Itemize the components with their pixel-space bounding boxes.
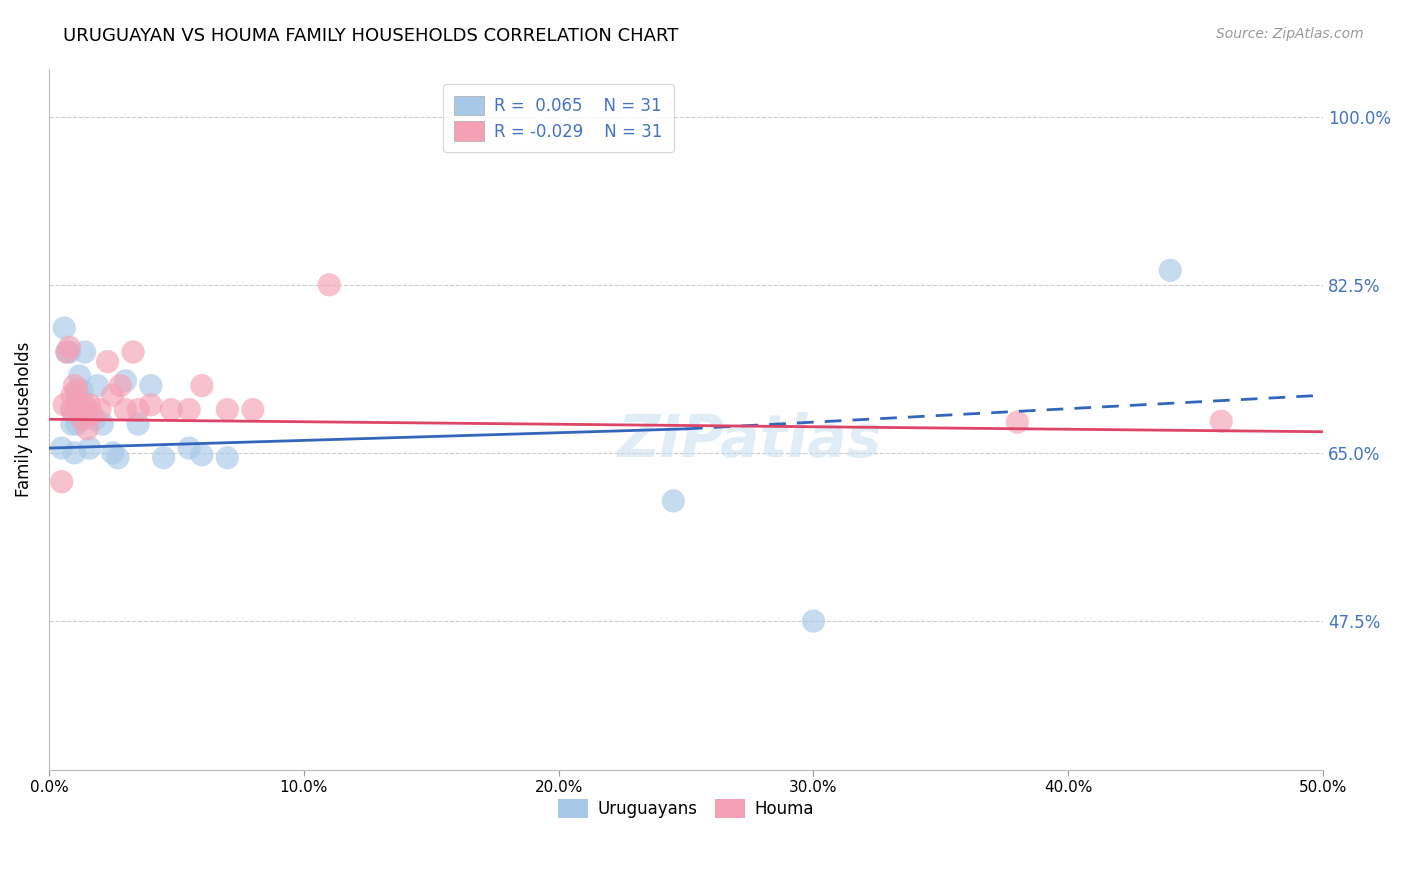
Point [803, 614, 825, 628]
Point [53, 398, 76, 412]
Y-axis label: Family Households: Family Households [15, 342, 32, 497]
Point [60, 388, 83, 402]
Point [63, 408, 86, 422]
Point [60, 402, 83, 417]
Point [51, 475, 73, 489]
Point [73, 345, 96, 359]
Point [97, 354, 120, 368]
Point [83, 412, 105, 426]
Point [70, 412, 93, 426]
Point [139, 398, 162, 412]
Point [107, 450, 129, 465]
Point [60, 417, 83, 431]
Point [70, 408, 93, 422]
Point [66, 384, 89, 398]
Point [51, 441, 73, 455]
Point [1211, 414, 1233, 428]
Point [662, 494, 685, 508]
Point [86, 378, 108, 392]
Point [191, 448, 214, 462]
Point [53, 321, 76, 335]
Point [318, 277, 340, 292]
Point [70, 384, 93, 398]
Point [139, 378, 162, 392]
Point [63, 378, 86, 392]
Point [56, 345, 79, 359]
Point [56, 345, 79, 359]
Point [127, 402, 149, 417]
Point [242, 402, 264, 417]
Point [91, 417, 114, 431]
Point [152, 450, 174, 465]
Point [101, 446, 124, 460]
Point [66, 417, 89, 431]
Legend: Uruguayans, Houma: Uruguayans, Houma [551, 792, 821, 825]
Point [69, 369, 91, 384]
Point [66, 388, 89, 402]
Point [191, 378, 214, 392]
Point [58, 345, 80, 359]
Text: ZIPatlas: ZIPatlas [617, 412, 882, 469]
Point [76, 422, 98, 436]
Point [58, 340, 80, 354]
Point [179, 441, 201, 455]
Point [79, 441, 101, 455]
Point [122, 345, 145, 359]
Point [69, 402, 91, 417]
Text: Source: ZipAtlas.com: Source: ZipAtlas.com [1216, 27, 1364, 41]
Point [101, 388, 124, 402]
Point [79, 398, 101, 412]
Point [82, 408, 104, 422]
Point [1159, 263, 1181, 277]
Text: URUGUAYAN VS HOUMA FAMILY HOUSEHOLDS CORRELATION CHART: URUGUAYAN VS HOUMA FAMILY HOUSEHOLDS COR… [63, 27, 679, 45]
Point [160, 402, 183, 417]
Point [60, 402, 83, 417]
Point [1007, 415, 1029, 429]
Point [114, 402, 136, 417]
Point [217, 450, 239, 465]
Point [114, 374, 136, 388]
Point [217, 402, 239, 417]
Point [110, 378, 132, 392]
Point [179, 402, 201, 417]
Point [63, 446, 86, 460]
Point [76, 402, 98, 417]
Point [73, 398, 96, 412]
Point [89, 402, 111, 417]
Point [127, 417, 149, 431]
Point [66, 402, 89, 417]
